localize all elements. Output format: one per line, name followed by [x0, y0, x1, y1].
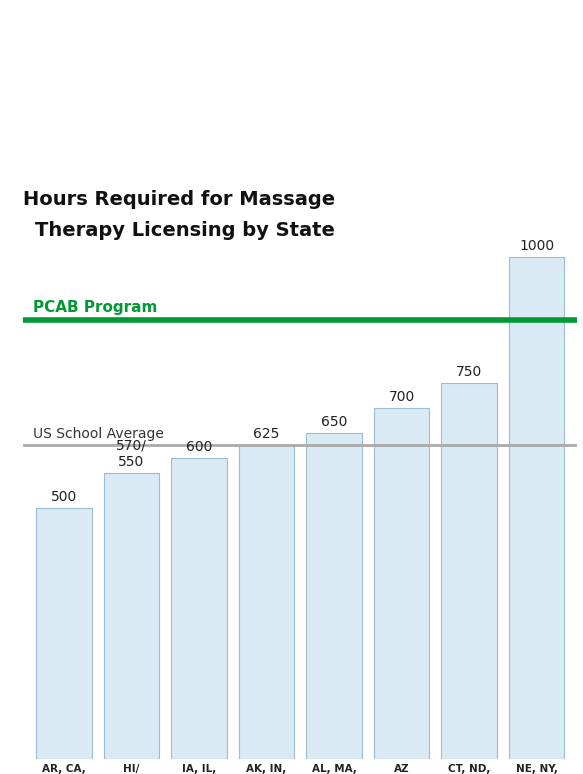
- Bar: [374, 408, 429, 759]
- Text: 625: 625: [253, 427, 280, 441]
- Bar: [239, 445, 294, 759]
- Text: Hours Required for Massage: Hours Required for Massage: [23, 190, 335, 209]
- Text: 1000: 1000: [519, 239, 554, 253]
- Bar: [306, 433, 361, 759]
- Text: 650: 650: [321, 415, 347, 429]
- Text: 570/
550: 570/ 550: [116, 439, 147, 469]
- Bar: [509, 257, 564, 759]
- Text: 600: 600: [186, 440, 212, 454]
- Text: 750: 750: [456, 365, 482, 378]
- Bar: [36, 508, 92, 759]
- Text: 700: 700: [388, 389, 415, 403]
- Bar: [171, 457, 227, 759]
- Text: US School Average: US School Average: [33, 427, 164, 441]
- Text: 500: 500: [51, 490, 77, 504]
- Bar: [441, 382, 497, 759]
- Text: Therapy Licensing by State: Therapy Licensing by State: [35, 221, 335, 240]
- Text: PCAB Program: PCAB Program: [33, 300, 158, 315]
- Bar: [104, 473, 159, 759]
